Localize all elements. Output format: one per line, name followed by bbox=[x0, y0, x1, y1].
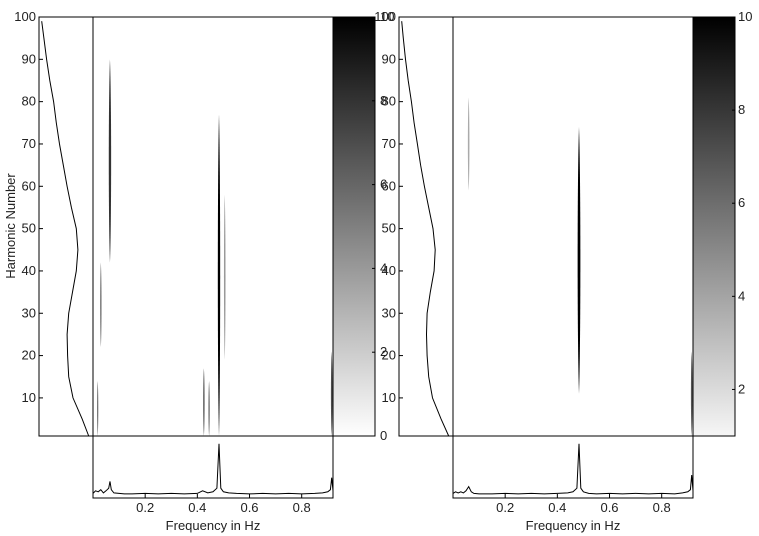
harmonic-profile-panel: 10 20 30 40 50 60 70 80 90 100 bbox=[14, 9, 94, 437]
colorbar-frame bbox=[692, 16, 736, 437]
heatmap-blob bbox=[223, 194, 226, 360]
harmonic-profile-line bbox=[41, 21, 90, 437]
y-axis-title: Harmonic Number bbox=[3, 173, 18, 279]
y-tick-label: 100 bbox=[374, 9, 396, 24]
colorbar: 0 2 4 6 8 10 bbox=[332, 9, 394, 443]
y-tick-label: 60 bbox=[22, 178, 36, 193]
colorbar-tick-label: 10 bbox=[380, 9, 394, 24]
spectrum-line bbox=[452, 443, 694, 495]
heatmap-blob bbox=[97, 380, 99, 436]
y-tick-label: 50 bbox=[22, 221, 36, 236]
y-tick-label: 90 bbox=[22, 51, 36, 66]
spectrum-panel: 0.2 0.4 0.6 0.8 bbox=[452, 435, 694, 515]
colorbar-tick-label: 2 bbox=[738, 381, 745, 396]
x-tick-label: 0.2 bbox=[496, 500, 514, 515]
y-tick-label: 70 bbox=[382, 136, 396, 151]
spectrum-frame bbox=[452, 435, 694, 499]
x-tick-label: 0.8 bbox=[293, 500, 311, 515]
y-tick-label: 80 bbox=[382, 94, 396, 109]
heatmap-blobs bbox=[467, 97, 693, 436]
colorbar-frame bbox=[332, 16, 376, 437]
heatmap-blob bbox=[108, 59, 112, 263]
colorbar-tick-label: 4 bbox=[380, 260, 387, 275]
colorbar-tick-label: 8 bbox=[380, 93, 387, 108]
x-axis-title: Frequency in Hz bbox=[526, 518, 621, 533]
colorbar-gradient bbox=[333, 17, 375, 436]
y-tick-label: 10 bbox=[22, 390, 36, 405]
y-tick-label: 40 bbox=[382, 263, 396, 278]
heatmap-blob bbox=[690, 351, 693, 436]
y-tick-label: 20 bbox=[382, 348, 396, 363]
profile-frame bbox=[398, 16, 454, 437]
y-axis-ticks: 10 20 30 40 50 60 70 80 90 100 bbox=[374, 9, 403, 405]
heatmap-blob bbox=[577, 127, 581, 394]
x-tick-label: 0.4 bbox=[548, 500, 566, 515]
x-tick-label: 0.8 bbox=[653, 500, 671, 515]
profile-frame bbox=[38, 16, 94, 437]
heatmap-area bbox=[452, 16, 694, 437]
y-tick-label: 70 bbox=[22, 136, 36, 151]
x-tick-label: 0.6 bbox=[240, 500, 258, 515]
y-tick-label: 20 bbox=[22, 348, 36, 363]
spectrum-line bbox=[92, 443, 334, 495]
colorbar-ticks: 0 2 4 6 8 10 bbox=[372, 9, 394, 443]
heatmap-frame bbox=[92, 16, 334, 437]
y-tick-label: 40 bbox=[22, 263, 36, 278]
y-tick-label: 50 bbox=[382, 221, 396, 236]
x-tick-label: 0.6 bbox=[600, 500, 618, 515]
y-tick-label: 100 bbox=[14, 9, 36, 24]
heatmap-blob bbox=[100, 262, 102, 348]
y-axis-ticks: 10 20 30 40 50 60 70 80 90 100 bbox=[14, 9, 43, 405]
colorbar-ticks: 2 4 6 8 10 bbox=[732, 9, 752, 396]
colorbar-tick-label: 4 bbox=[738, 288, 745, 303]
x-tick-label: 0.4 bbox=[188, 500, 206, 515]
heatmap-blob bbox=[203, 368, 205, 436]
colorbar-tick-label: 6 bbox=[738, 195, 745, 210]
x-axis-ticks: 0.2 0.4 0.6 0.8 bbox=[496, 494, 671, 515]
colorbar-tick-label: 8 bbox=[738, 102, 745, 117]
y-tick-label: 60 bbox=[382, 178, 396, 193]
heatmap-blobs bbox=[97, 59, 333, 436]
spectrum-panel: 0.2 0.4 0.6 0.8 bbox=[92, 435, 334, 515]
heatmap-blob bbox=[217, 114, 221, 436]
x-axis-title: Frequency in Hz bbox=[166, 518, 261, 533]
y-tick-label: 30 bbox=[382, 305, 396, 320]
x-axis-ticks: 0.2 0.4 0.6 0.8 bbox=[136, 494, 311, 515]
colorbar: 2 4 6 8 10 bbox=[692, 9, 752, 437]
heatmap-blob bbox=[208, 380, 210, 436]
heatmap-frame bbox=[452, 16, 694, 437]
heatmap-blob bbox=[330, 351, 333, 436]
colorbar-gradient bbox=[693, 17, 735, 436]
harmonic-profile-panel: 10 20 30 40 50 60 70 80 90 100 bbox=[374, 9, 454, 437]
colorbar-tick-label: 6 bbox=[380, 177, 387, 192]
heatmap-area bbox=[92, 16, 334, 437]
colorbar-tick-label: 10 bbox=[738, 9, 752, 24]
heatmap-blob bbox=[467, 97, 470, 191]
colorbar-tick-label: 2 bbox=[380, 344, 387, 359]
y-tick-label: 30 bbox=[22, 305, 36, 320]
y-tick-label: 80 bbox=[22, 94, 36, 109]
spectrum-frame bbox=[92, 435, 334, 499]
x-tick-label: 0.2 bbox=[136, 500, 154, 515]
y-tick-label: 90 bbox=[382, 51, 396, 66]
y-tick-label: 10 bbox=[382, 390, 396, 405]
harmonic-profile-line bbox=[401, 21, 450, 437]
colorbar-tick-label: 0 bbox=[380, 428, 387, 443]
